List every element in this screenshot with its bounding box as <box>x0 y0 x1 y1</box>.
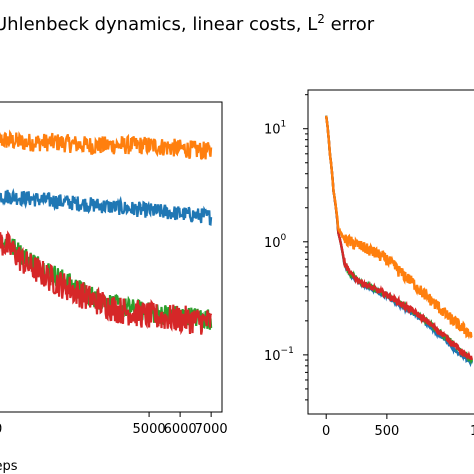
right-axes-frame <box>307 89 474 415</box>
title-l: L <box>307 14 317 35</box>
right-y-tick-base: 10 <box>264 123 281 138</box>
left-x-tick-label: 5000 <box>133 422 166 437</box>
left-series-line-3 <box>0 230 213 336</box>
right-y-tick-exponent: 0 <box>281 233 287 243</box>
right-y-tick-label: 101 <box>264 120 286 138</box>
left-x-tick-label: 6000 <box>164 422 197 437</box>
left-axes-frame <box>0 101 223 413</box>
left-x-tick-label: 7000 <box>195 422 228 437</box>
left-x-axis-label: eps <box>0 459 18 474</box>
right-series-line-2 <box>325 115 473 361</box>
left-plot-area <box>0 129 213 336</box>
left-series-line-1 <box>0 187 213 226</box>
right-plot-area <box>325 115 473 368</box>
right-y-tick-base: 10 <box>264 236 281 251</box>
left-x-tick-label: 00 <box>0 422 2 437</box>
right-y-tick-label: 100 <box>264 233 287 251</box>
right-y-tick-exponent: 1 <box>281 120 287 130</box>
right-y-tick-label: 10−1 <box>264 346 294 364</box>
right-y-tick-base: 10 <box>264 349 281 364</box>
right-series-line-3 <box>325 115 473 340</box>
right-y-tick-exponent: −1 <box>281 346 294 356</box>
left-series-line-0 <box>0 129 213 161</box>
right-x-tick-label: 0 <box>322 424 330 439</box>
right-x-tick-label-cropped: 1 <box>470 424 474 439</box>
title-rest: error <box>325 14 375 35</box>
right-x-tick-label: 500 <box>374 424 399 439</box>
chart-title: Uhlenbeck dynamics, linear costs, L2 err… <box>0 12 375 35</box>
title-sup: 2 <box>317 12 325 26</box>
